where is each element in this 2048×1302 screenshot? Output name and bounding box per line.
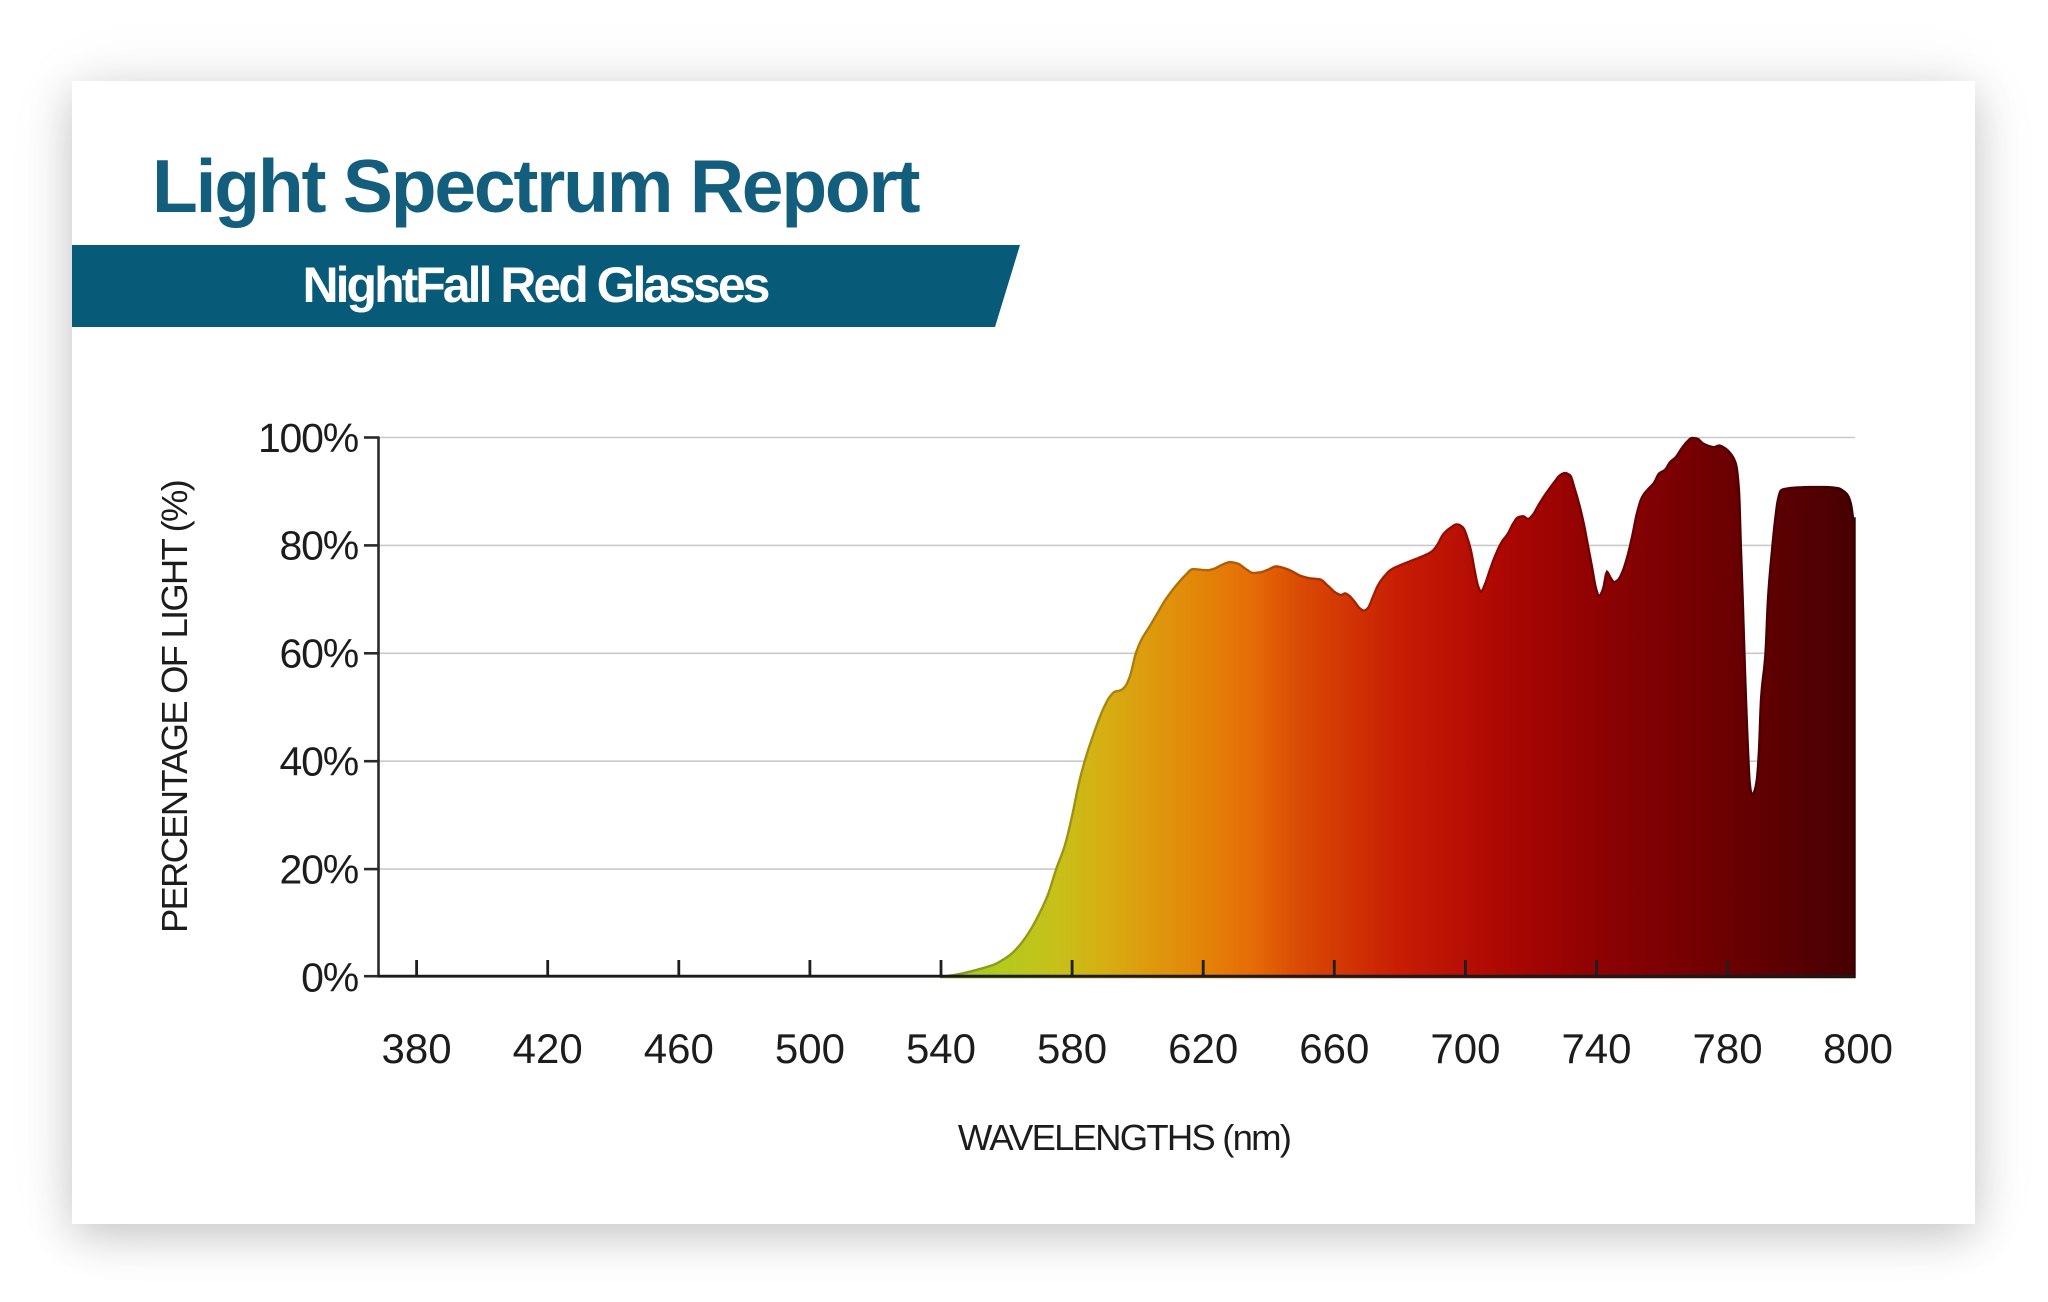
svg-text:460: 460 — [644, 1025, 714, 1072]
svg-text:WAVELENGTHS (nm): WAVELENGTHS (nm) — [958, 1117, 1290, 1158]
svg-text:0%: 0% — [301, 954, 358, 1000]
svg-text:660: 660 — [1299, 1025, 1369, 1072]
svg-text:800: 800 — [1823, 1025, 1893, 1072]
svg-text:100%: 100% — [258, 415, 358, 461]
svg-text:380: 380 — [382, 1025, 452, 1072]
svg-text:740: 740 — [1561, 1025, 1631, 1072]
svg-text:Light Spectrum Report: Light Spectrum Report — [152, 144, 921, 228]
svg-text:40%: 40% — [280, 739, 358, 785]
svg-text:80%: 80% — [280, 523, 358, 569]
svg-text:620: 620 — [1168, 1025, 1238, 1072]
svg-text:NightFall Red Glasses: NightFall Red Glasses — [303, 257, 769, 313]
svg-text:700: 700 — [1430, 1025, 1500, 1072]
svg-text:20%: 20% — [280, 846, 358, 892]
svg-text:60%: 60% — [280, 631, 358, 677]
svg-text:500: 500 — [775, 1025, 845, 1072]
svg-text:780: 780 — [1693, 1025, 1763, 1072]
svg-text:PERCENTAGE OF LIGHT (%): PERCENTAGE OF LIGHT (%) — [154, 481, 195, 933]
svg-text:540: 540 — [906, 1025, 976, 1072]
svg-text:580: 580 — [1037, 1025, 1107, 1072]
svg-text:420: 420 — [513, 1025, 583, 1072]
